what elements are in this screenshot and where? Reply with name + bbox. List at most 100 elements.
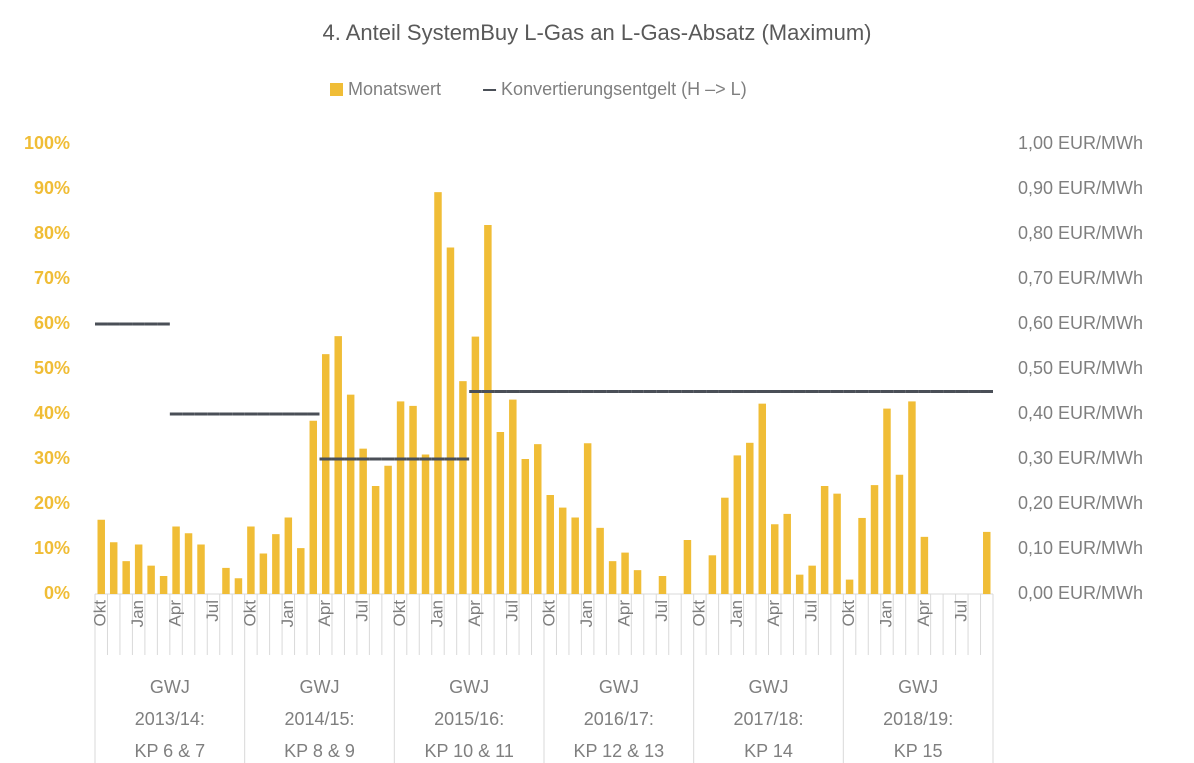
bar: [521, 459, 530, 594]
y-tick-label: 50%: [34, 358, 70, 378]
group-label: GWJ: [300, 677, 340, 697]
y-tick-label: 40%: [34, 403, 70, 423]
group-label: 2013/14:: [135, 709, 205, 729]
x-tick-label: Apr: [615, 600, 634, 627]
group-label: KP 6 & 7: [134, 741, 205, 761]
bar: [583, 443, 592, 594]
bar: [222, 567, 230, 594]
bar: [658, 576, 667, 594]
bar: [309, 420, 318, 594]
bar: [197, 544, 205, 594]
y-tick-label: 30%: [34, 448, 70, 468]
x-tick-label: Apr: [764, 600, 783, 627]
chart-title: 4. Anteil SystemBuy L-Gas an L-Gas-Absat…: [323, 20, 872, 45]
bar: [733, 455, 742, 594]
group-label: 2018/19:: [883, 709, 953, 729]
bar: [596, 527, 604, 594]
bar: [783, 513, 791, 594]
bar: [147, 565, 155, 594]
bar: [172, 526, 180, 594]
group-label: KP 8 & 9: [284, 741, 355, 761]
x-tick-label: Apr: [315, 600, 334, 627]
bar: [908, 401, 916, 594]
bar: [384, 465, 392, 594]
legend-label: Konvertierungsentgelt (H –> L): [501, 79, 747, 99]
y2-tick-label: 0,10 EUR/MWh: [1018, 538, 1143, 558]
bar: [297, 548, 305, 594]
bar: [421, 454, 430, 594]
group-label: KP 10 & 11: [424, 741, 513, 761]
bar: [770, 524, 779, 594]
bar: [396, 401, 405, 594]
group-label: 2014/15:: [284, 709, 354, 729]
x-tick-label: Okt: [390, 600, 409, 627]
bar: [446, 247, 455, 594]
bar: [484, 225, 492, 594]
group-label: GWJ: [898, 677, 938, 697]
x-tick-label: Jul: [652, 600, 671, 622]
x-tick-label: Jan: [128, 600, 147, 627]
y2-tick-label: 0,30 EUR/MWh: [1018, 448, 1143, 468]
x-tick-label: Okt: [839, 600, 858, 627]
y-tick-label: 100%: [24, 133, 70, 153]
group-label: KP 15: [894, 741, 943, 761]
bar: [820, 486, 829, 594]
x-tick-label: Apr: [166, 600, 185, 627]
bar: [833, 493, 841, 594]
y-tick-label: 0%: [44, 583, 70, 603]
bar: [471, 336, 480, 594]
x-tick-label: Jul: [203, 600, 222, 622]
bar: [746, 442, 754, 594]
group-label: KP 14: [744, 741, 793, 761]
bar: [371, 486, 380, 594]
bar: [633, 570, 642, 594]
bar: [808, 565, 816, 594]
group-label: 2017/18:: [733, 709, 803, 729]
bar: [496, 432, 505, 594]
bar: [321, 354, 330, 594]
x-tick-label: Okt: [240, 600, 259, 627]
x-tick-label: Jul: [951, 600, 970, 622]
bar: [571, 517, 579, 594]
x-tick-label: Jul: [353, 600, 372, 622]
y-tick-label: 80%: [34, 223, 70, 243]
y-tick-label: 60%: [34, 313, 70, 333]
bar: [558, 507, 567, 594]
y2-tick-label: 0,90 EUR/MWh: [1018, 178, 1143, 198]
legend-label: Monatswert: [348, 79, 441, 99]
x-tick-label: Jul: [502, 600, 521, 622]
bar: [870, 485, 879, 594]
group-label: 2015/16:: [434, 709, 504, 729]
x-tick-label: Jan: [727, 600, 746, 627]
bar: [758, 403, 767, 594]
bar: [509, 399, 517, 594]
x-tick-label: Jan: [577, 600, 596, 627]
bar: [608, 561, 617, 594]
bar: [534, 444, 542, 594]
bar: [721, 497, 729, 594]
bar: [272, 534, 280, 594]
y2-tick-label: 1,00 EUR/MWh: [1018, 133, 1143, 153]
bar: [346, 394, 355, 594]
x-tick-label: Jan: [876, 600, 895, 627]
x-tick-label: Okt: [689, 600, 708, 627]
group-label: GWJ: [449, 677, 489, 697]
x-tick-label: Jan: [278, 600, 297, 627]
bar: [434, 192, 442, 594]
bar: [122, 561, 130, 594]
group-label: GWJ: [150, 677, 190, 697]
bar: [284, 517, 293, 594]
bar: [983, 531, 991, 594]
bar: [247, 526, 255, 594]
group-label: GWJ: [749, 677, 789, 697]
bar: [459, 381, 467, 594]
bar: [109, 542, 118, 594]
bar: [134, 544, 143, 594]
y-tick-label: 70%: [34, 268, 70, 288]
bar: [359, 448, 367, 594]
legend-swatch: [330, 83, 343, 96]
group-label: KP 12 & 13: [573, 741, 664, 761]
y2-tick-label: 0,50 EUR/MWh: [1018, 358, 1143, 378]
bar: [920, 536, 929, 594]
